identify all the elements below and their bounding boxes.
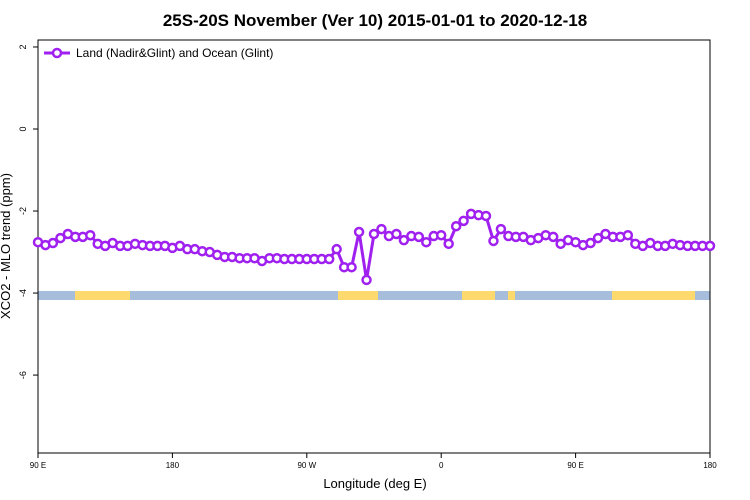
- land-band: [612, 291, 695, 300]
- y-axis-label: XCO2 - MLO trend (ppm): [0, 173, 13, 319]
- data-point: [480, 210, 492, 222]
- data-point: [391, 228, 402, 240]
- data-point: [346, 261, 357, 273]
- x-tick-label: 0: [439, 461, 444, 470]
- land-band: [462, 291, 495, 300]
- data-point: [622, 229, 634, 241]
- x-tick-label: 90 E: [30, 461, 46, 470]
- data-point: [376, 223, 387, 235]
- data-point: [547, 231, 559, 243]
- x-axis-label: Longitude (deg E): [323, 476, 426, 491]
- data-point: [585, 237, 596, 249]
- data-point: [353, 226, 365, 238]
- data-point: [368, 228, 380, 240]
- data-point: [458, 215, 469, 227]
- legend-marker: [51, 47, 63, 59]
- y-tick-label: 2: [18, 44, 28, 49]
- data-point: [495, 223, 507, 235]
- data-point: [55, 232, 66, 244]
- data-point: [47, 237, 59, 249]
- data-point: [398, 234, 410, 246]
- data-point: [450, 220, 462, 232]
- data-point: [85, 229, 96, 241]
- land-band: [75, 291, 130, 300]
- y-tick-label: 0: [18, 126, 28, 131]
- data-point: [443, 238, 454, 250]
- data-point: [488, 235, 499, 247]
- chart-title: 25S-20S November (Ver 10) 2015-01-01 to …: [163, 11, 587, 30]
- legend-label: Land (Nadir&Glint) and Ocean (Glint): [76, 46, 273, 60]
- x-tick-label: 90 E: [567, 461, 583, 470]
- x-tick-label: 180: [703, 461, 717, 470]
- data-point: [421, 236, 432, 248]
- y-tick-label: -4: [18, 289, 28, 297]
- land-ocean-strip: [38, 291, 710, 300]
- land-band: [508, 291, 515, 300]
- y-tick-label: -2: [18, 207, 28, 215]
- data-point: [413, 231, 425, 243]
- x-tick-label: 90 W: [297, 461, 316, 470]
- data-point: [435, 229, 447, 241]
- data-point: [592, 232, 604, 244]
- data-point: [704, 240, 716, 252]
- data-point: [331, 243, 342, 255]
- x-tick-label: 180: [166, 461, 180, 470]
- land-band: [338, 291, 378, 300]
- data-point: [323, 253, 335, 265]
- data-point: [361, 274, 372, 286]
- y-tick-label: -6: [18, 371, 28, 379]
